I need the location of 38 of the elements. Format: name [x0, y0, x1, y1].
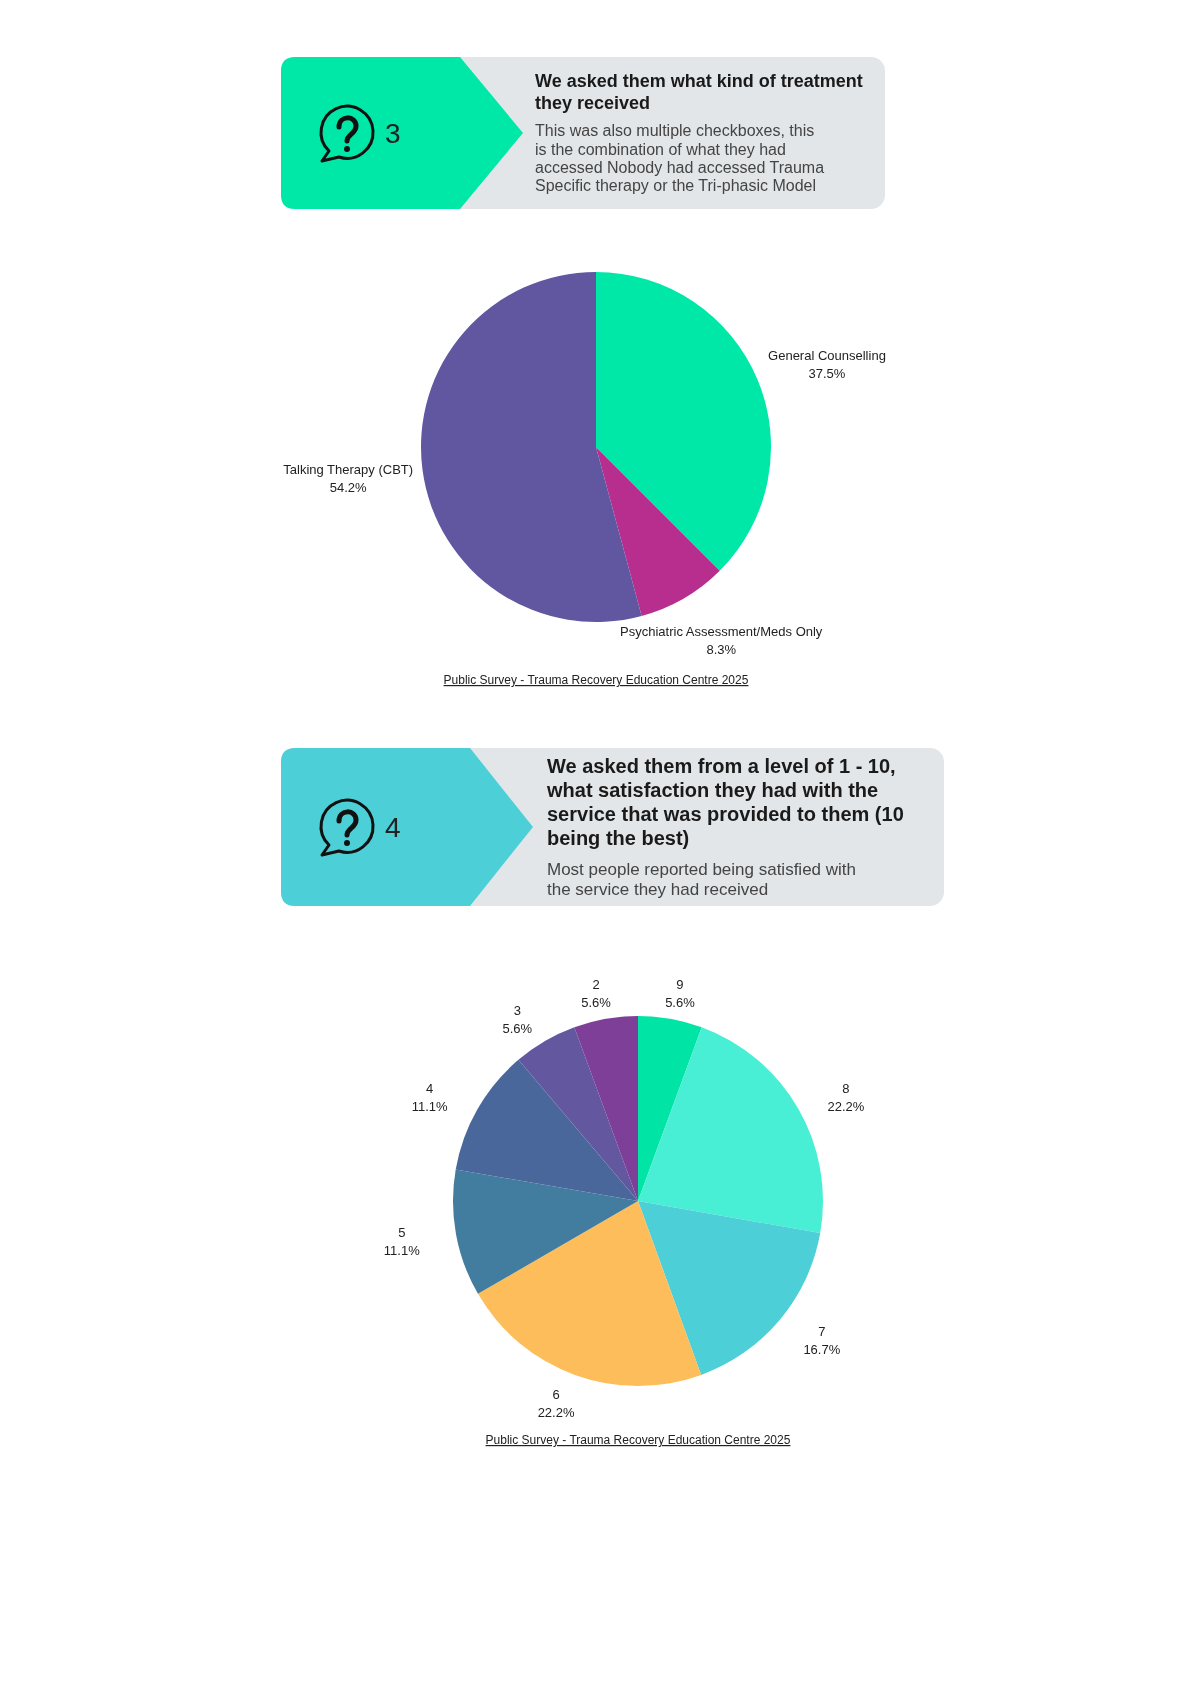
slice-label: Psychiatric Assessment/Meds Only	[620, 624, 823, 640]
pie-slice	[453, 1169, 638, 1294]
data-label: 37.5%	[808, 366, 846, 382]
data-label: 5.6%	[581, 995, 612, 1011]
chart-title: We asked them from a level of 1 - 10, what satisfaction they had with the service that was provided to them (10 being the best)	[546, 755, 904, 850]
data-label: 5.6%	[665, 995, 696, 1011]
pie-slice	[477, 1201, 702, 1386]
data-label: 5.6%	[502, 1020, 533, 1036]
pie-slice	[455, 1059, 638, 1201]
data-label: 22.2%	[827, 1098, 865, 1114]
data-label: 8.3%	[706, 642, 737, 658]
chart-subtitle: Most people reported being satisfied with the service they had received	[547, 860, 857, 899]
chart-subtitle: This was also multiple checkboxes, this is the combination of what they had accessed Nobody had accessed Trauma Specific therapy or the Tri-phasic Model	[535, 122, 825, 195]
slice-label: 9	[676, 977, 684, 993]
pie-slice	[596, 447, 720, 616]
data-label: 54.2%	[329, 480, 368, 496]
data-label: 11.1%	[383, 1242, 421, 1258]
slice-label: 7	[818, 1323, 826, 1339]
chart-title: We asked them what kind of treatment they received	[535, 70, 863, 113]
slice-label: 3	[513, 1002, 521, 1018]
data-label: 11.1%	[411, 1099, 449, 1115]
text: Public Survey - Trauma Recovery Education Centre 2025	[443, 673, 749, 687]
text: 3	[385, 118, 401, 149]
slice-label: 6	[552, 1387, 560, 1403]
text: Public Survey - Trauma Recovery Education Centre 2025	[485, 1433, 791, 1447]
pie-slice	[574, 1016, 638, 1201]
pie-slice	[638, 1027, 823, 1234]
slice-label: 8	[842, 1080, 850, 1096]
slice-label: 4	[426, 1081, 434, 1097]
pie-slice	[421, 272, 642, 622]
slice-label: Talking Therapy (CBT)	[283, 462, 414, 478]
slice-label: General Counselling	[768, 348, 886, 364]
slice-label: 5	[398, 1224, 406, 1240]
text: 4	[385, 812, 401, 843]
data-label: 22.2%	[537, 1405, 575, 1421]
data-label: 16.7%	[803, 1341, 841, 1357]
pie-slice	[638, 1016, 702, 1201]
slice-label: 2	[592, 977, 600, 993]
